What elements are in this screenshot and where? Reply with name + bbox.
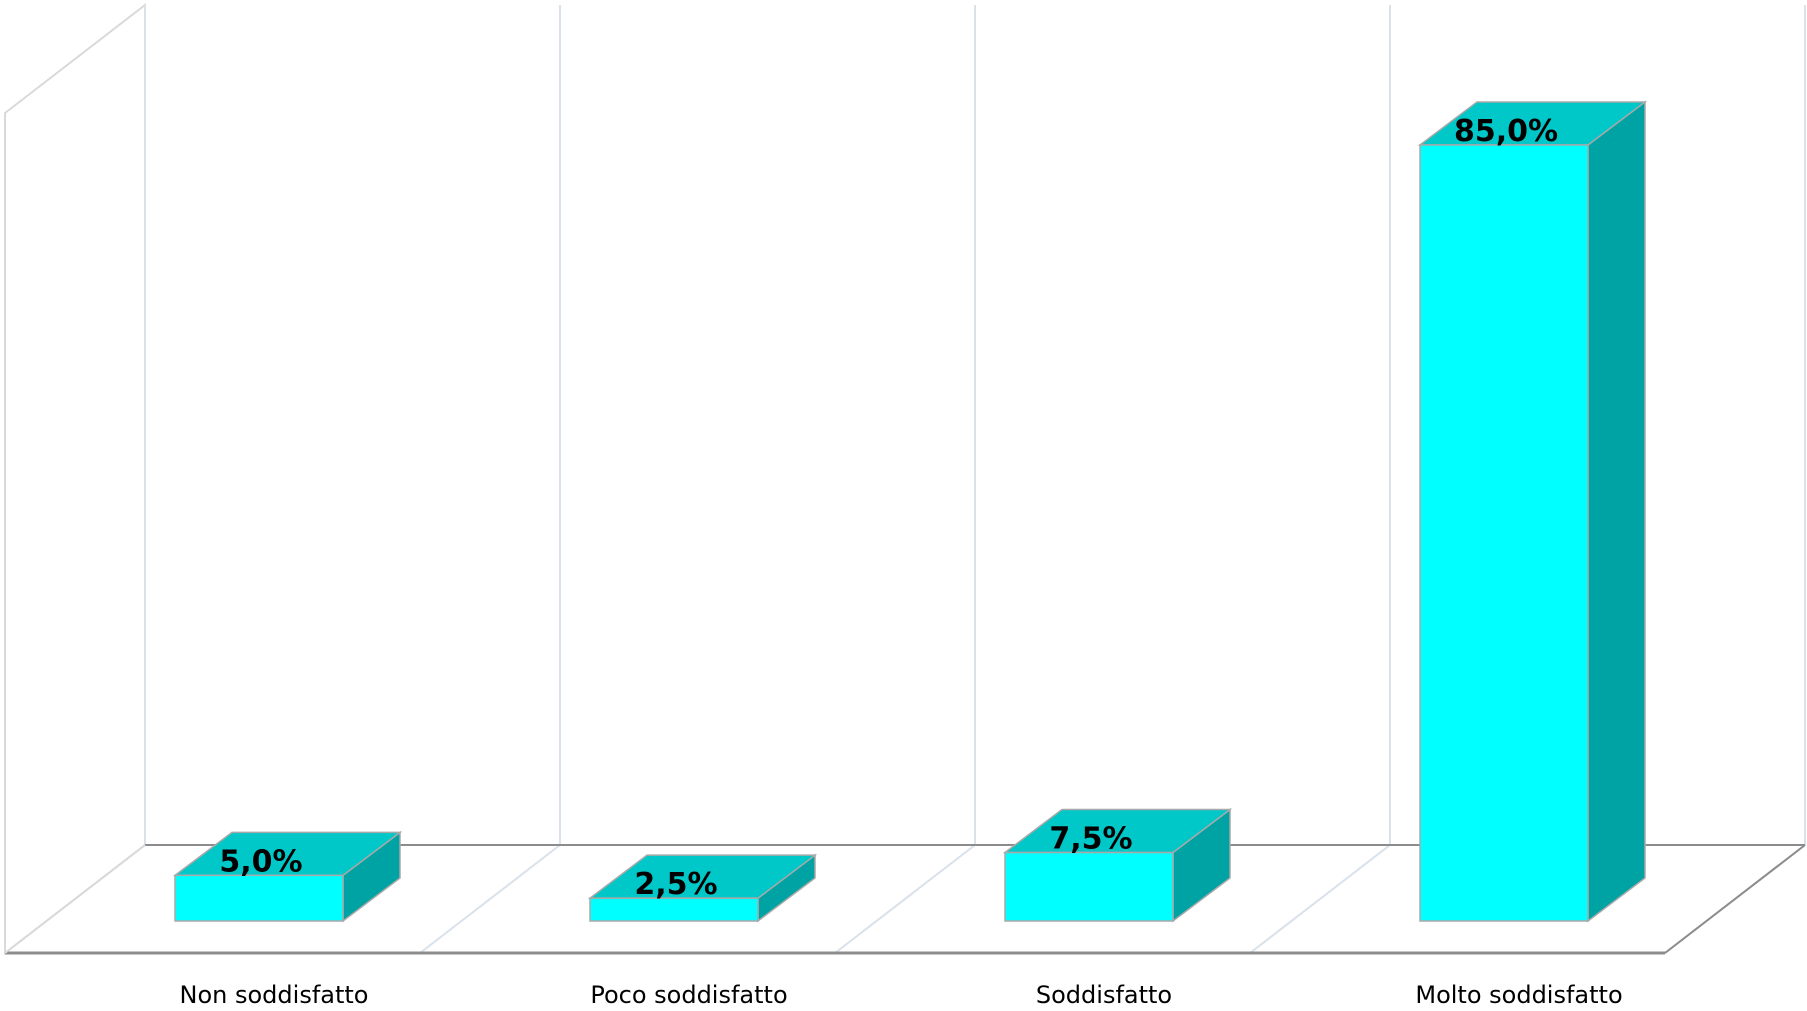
floor-right-edge — [1664, 844, 1806, 954]
bar-front — [174, 874, 344, 922]
data-label: 2,5% — [634, 867, 717, 902]
category-label: Poco soddisfatto — [590, 981, 787, 1009]
category-label: Non soddisfatto — [180, 981, 369, 1009]
bar-side — [1587, 100, 1646, 923]
floor-gridline — [834, 844, 976, 954]
data-label: 7,5% — [1049, 822, 1132, 857]
floor-gridline — [1249, 844, 1391, 954]
category-labels-group: Non soddisfatto Poco soddisfatto Soddisfat… — [180, 981, 1623, 1009]
chart-walls — [4, 2, 1806, 956]
bar-front — [1004, 851, 1174, 922]
floor-left-edge — [4, 844, 146, 954]
bar-front — [589, 897, 759, 922]
bar — [587, 853, 818, 923]
left-wall — [4, 2, 146, 956]
data-label: 85,0% — [1454, 114, 1558, 149]
bar — [1002, 808, 1233, 923]
bar-front — [1419, 144, 1589, 922]
bar — [1417, 100, 1648, 923]
floor-gridline — [419, 844, 561, 954]
bars-group — [172, 100, 1648, 923]
bar — [172, 830, 403, 923]
data-label: 5,0% — [219, 844, 302, 879]
data-labels-group: 5,0% 2,5% 7,5% 85,0% — [219, 114, 1558, 902]
category-label: Soddisfatto — [1036, 981, 1172, 1009]
category-label: Molto soddisfatto — [1415, 981, 1622, 1009]
